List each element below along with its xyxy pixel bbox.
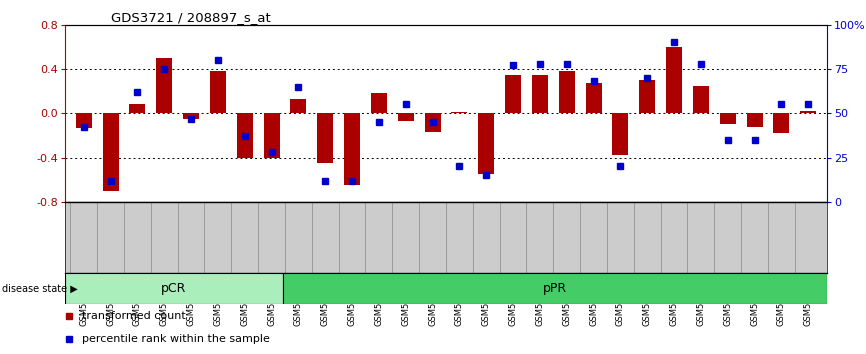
Bar [693,86,709,113]
Bar [585,84,602,113]
Bar [317,113,333,163]
Text: disease state ▶: disease state ▶ [2,284,77,293]
Text: percentile rank within the sample: percentile rank within the sample [81,334,269,344]
Bar [478,113,494,174]
Text: pPR: pPR [543,282,567,295]
Bar [532,75,548,113]
Bar [371,93,387,113]
Bar [639,80,656,113]
Bar [236,113,253,158]
Bar [612,113,629,155]
Text: pCR: pCR [161,282,186,295]
Bar [344,113,360,185]
Bar [746,113,763,126]
Bar [156,58,172,113]
Text: transformed count: transformed count [81,311,185,321]
Bar [282,273,827,304]
Bar [210,71,226,113]
Bar [800,111,817,113]
Bar [65,273,282,304]
Bar [75,113,92,128]
Bar [129,104,145,113]
Bar [263,113,280,158]
Bar [397,113,414,121]
Text: GDS3721 / 208897_s_at: GDS3721 / 208897_s_at [111,11,270,24]
Bar [559,71,575,113]
Bar [773,113,790,133]
Bar [505,75,521,113]
Bar [666,47,682,113]
Bar [183,113,199,119]
Bar [424,113,441,132]
Bar [451,112,468,113]
Bar [720,113,736,124]
Bar [102,113,119,191]
Bar [290,99,307,113]
